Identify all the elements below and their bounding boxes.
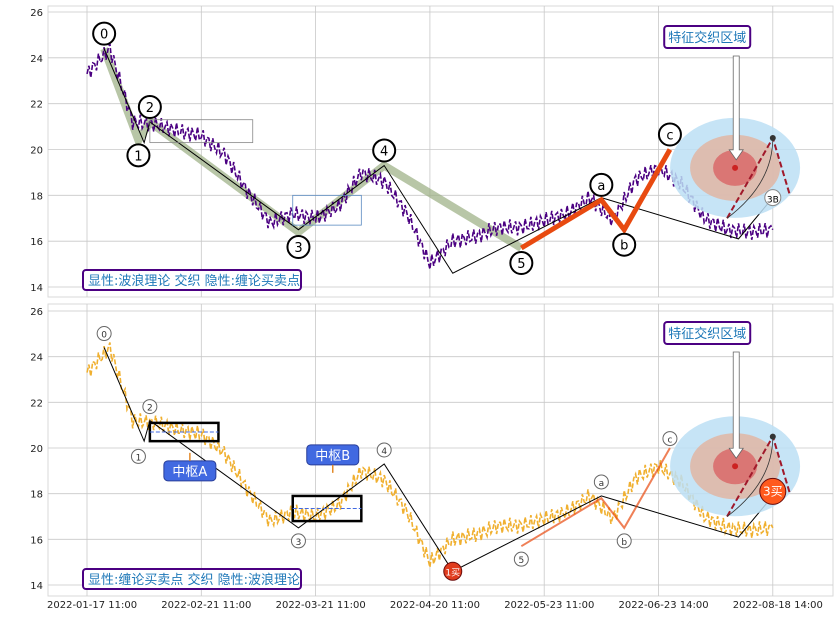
x-tick-label: 2022-02-21 11:00 [161,600,251,611]
wave-point-4 [372,138,397,163]
feature-zone-center [732,164,739,171]
x-tick-label: 2022-04-20 11:00 [390,600,480,611]
wave-label-6: a [597,179,605,194]
wave-label-4: 4 [380,145,388,160]
y-tick-label: 20 [30,444,43,455]
annotation-arrow [728,55,744,161]
y-tick-label: 16 [30,237,43,248]
chan-label-6: 5 [518,556,524,566]
chan-point-3 [290,533,306,549]
wave-point-3 [286,235,311,259]
chan-label-4: 4 [381,447,387,457]
y-tick-label: 14 [30,581,43,592]
x-tick-label: 2022-08-18 14:00 [733,600,823,611]
wave-point-7 [612,232,637,257]
y-tick-label: 24 [30,54,43,65]
wave-label-7: b [620,239,628,254]
y-tick-label: 24 [30,353,43,364]
price-line [86,43,774,270]
x-tick-label: 2022-03-21 11:00 [276,600,366,611]
x-axis: 2022-01-17 11:00 2022-02-21 11:00 2022-03-… [47,600,823,611]
wave-point-1 [126,143,151,168]
chan-point-1 [130,448,146,464]
chan-point-8 [616,533,632,549]
wave-label-5: 5 [517,257,525,272]
chan-label-8: b [621,538,627,548]
zigzag-line [103,48,774,274]
y-tick-label: 22 [30,398,43,409]
consolidation-box [292,194,362,226]
caption-text: 显性:缠论买卖点 交织 隐性:波浪理论 [88,572,300,588]
projection-curve [726,436,774,517]
wave-label-2: 2 [146,101,154,116]
wave-point-6 [589,172,614,197]
projection-point [769,433,776,440]
chan-point-5 [443,561,463,581]
chan-label-9: c [667,436,672,446]
wave-label-3: 3 [294,241,302,256]
wave-point-5 [509,251,534,276]
annotation-box [663,321,752,345]
abc-trend-line [520,148,673,251]
annotation-arrow [728,351,744,459]
projection-point [769,135,776,142]
chan-label-2: 2 [147,404,153,414]
wave-point-0 [92,21,117,46]
chan-point-2 [142,399,158,415]
chan-point-4 [376,442,392,458]
caption-box [82,269,302,291]
wave-point-9 [764,189,782,207]
consolidation-box [149,119,254,144]
x-tick-label: 2022-06-23 14:00 [619,600,709,611]
zhongshu-label-0: 中枢A [172,465,207,480]
annotation-label: 特征交织区域 [668,326,746,342]
chan-point-6 [513,551,529,567]
annotation-label: 特征交织区域 [668,30,746,46]
chan-label-0: 0 [101,331,107,341]
chan-label-5: 1买 [445,567,460,578]
y-tick-label: 18 [30,191,43,202]
chan-point-7 [593,474,609,490]
wave-label-0: 0 [100,28,108,43]
y-tick-label: 20 [30,146,43,157]
x-tick-label: 2022-01-17 11:00 [47,600,137,611]
feature-zone-center [732,463,739,470]
y-tick-label: 26 [30,307,43,318]
wave-label-9: 3B [767,196,779,206]
x-tick-label: 2022-05-23 11:00 [504,600,594,611]
chan-label-7: a [599,479,605,489]
abc-trend-line [520,447,671,548]
projection-curve [726,138,774,219]
zhongshu-label-1: 中枢B [315,449,350,464]
zigzag-line [103,347,774,572]
price-line [86,342,774,568]
chan-label-1: 1 [136,453,142,463]
wave-point-8 [657,122,682,147]
y-tick-label: 16 [30,535,43,546]
y-tick-label: 22 [30,100,43,111]
annotation-box [663,25,752,49]
wave-point-2 [137,95,162,119]
y-tick-label: 14 [30,283,43,294]
wave-label-1: 1 [134,149,142,164]
caption-box [82,568,302,590]
caption-text: 显性:波浪理论 交织 隐性:缠论买卖点 [88,273,300,289]
wave-label-8: c [666,129,673,144]
chan-point-0 [96,326,112,342]
chan-label-10: 3买 [763,484,783,498]
chan-point-10 [759,477,787,505]
y-tick-label: 26 [30,8,43,19]
chan-label-3: 3 [296,538,302,548]
y-tick-label: 18 [30,490,43,501]
chan-point-9 [662,431,678,447]
